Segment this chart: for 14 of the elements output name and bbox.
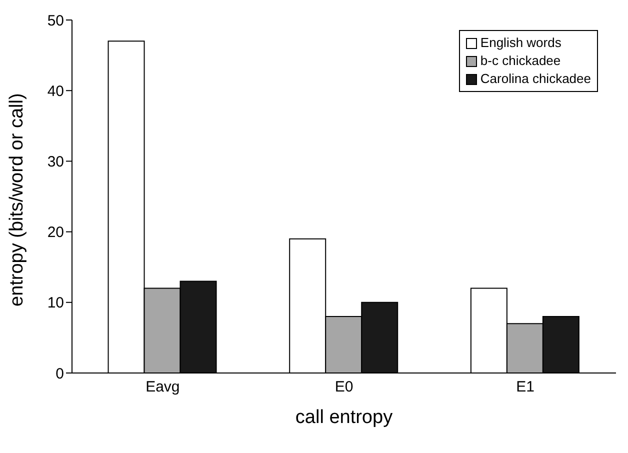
legend-label: English words: [480, 34, 562, 52]
y-tick-label: 0: [56, 365, 64, 382]
x-axis-title: call entropy: [295, 407, 394, 428]
y-tick-label: 30: [47, 154, 64, 171]
x-tick-label: E0: [334, 378, 354, 396]
y-tick-label: 10: [47, 294, 64, 312]
legend-label: b-c chickadee: [480, 52, 561, 70]
y-tick-label: 40: [47, 82, 64, 100]
x-tick-label: Eavg: [146, 378, 180, 396]
y-tick-label: 20: [47, 224, 64, 242]
y-axis-title: entropy (bits/word or call): [6, 93, 28, 306]
x-tick-label: E1: [516, 378, 535, 396]
y-tick-label: 50: [47, 12, 64, 30]
legend-label: Carolina chickadee: [480, 70, 591, 88]
